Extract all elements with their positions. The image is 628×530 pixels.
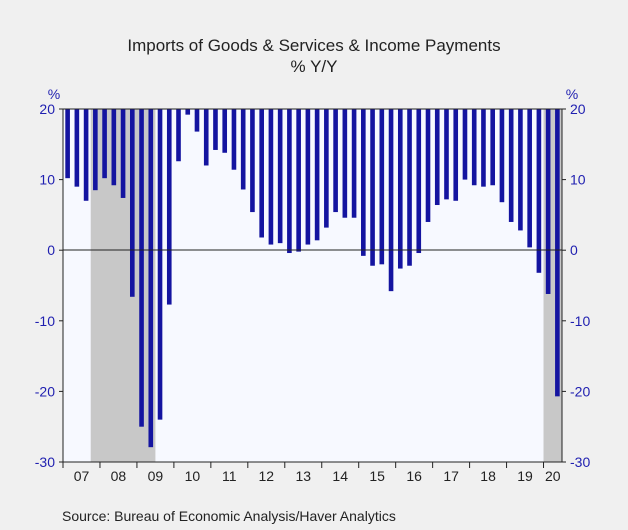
- bar-16: [203, 109, 209, 166]
- x-tick-label: 12: [259, 468, 275, 484]
- bar-10: [148, 109, 154, 448]
- bar-23: [268, 109, 274, 245]
- x-tick-label: 13: [295, 468, 311, 484]
- x-tick-label: 19: [517, 468, 533, 484]
- x-tick-label: 15: [369, 468, 385, 484]
- bar-48: [499, 109, 505, 203]
- bar-52: [536, 109, 542, 273]
- bar-45: [471, 109, 477, 186]
- bar-36: [388, 109, 394, 292]
- bar-44: [462, 109, 468, 180]
- y-unit-left: %: [48, 86, 60, 102]
- bar-42: [444, 109, 449, 200]
- bar-35: [379, 109, 385, 265]
- bar-6: [111, 109, 117, 186]
- y-tick-label-right: 0: [570, 242, 578, 258]
- bar-8: [129, 109, 135, 297]
- bar-19: [231, 109, 237, 170]
- bar-40: [425, 109, 431, 222]
- bar-32: [351, 109, 357, 218]
- y-tick-label-left: 20: [39, 101, 55, 117]
- bar-1: [65, 109, 70, 179]
- y-tick-label-right: 10: [570, 172, 586, 188]
- bar-49: [508, 109, 514, 222]
- bar-43: [453, 109, 459, 201]
- bar-7: [120, 109, 126, 198]
- x-tick-label: 08: [111, 468, 127, 484]
- bar-47: [490, 109, 496, 186]
- bar-12: [166, 109, 172, 305]
- bar-29: [324, 109, 329, 228]
- x-tick-label: 11: [222, 468, 237, 484]
- bar-2: [74, 109, 80, 187]
- plot-border: [62, 108, 563, 463]
- x-tick-label: 14: [332, 468, 348, 484]
- bar-27: [305, 109, 311, 245]
- y-tick-label-left: -20: [35, 383, 55, 399]
- bar-50: [518, 109, 523, 231]
- bar-33: [361, 109, 366, 256]
- y-tick-label-right: 20: [570, 101, 586, 117]
- bar-38: [407, 109, 412, 266]
- bar-21: [250, 109, 255, 213]
- bar-31: [342, 109, 348, 218]
- bar-14: [185, 109, 191, 115]
- bar-41: [434, 109, 440, 206]
- bar-53: [545, 109, 551, 294]
- x-tick-label: 09: [148, 468, 164, 484]
- bar-17: [213, 109, 218, 150]
- x-tick-label: 16: [406, 468, 422, 484]
- y-tick-label-left: -30: [35, 454, 55, 470]
- bar-series: [65, 109, 560, 448]
- bar-25: [287, 109, 292, 254]
- bar-22: [259, 109, 264, 238]
- bar-39: [416, 109, 422, 254]
- y-tick-label-left: -10: [35, 313, 55, 329]
- chart-subtitle: % Y/Y: [291, 57, 338, 76]
- chart-title: Imports of Goods & Services & Income Pay…: [127, 36, 500, 55]
- bar-34: [370, 109, 375, 266]
- y-tick-label-right: -10: [570, 313, 590, 329]
- bar-28: [314, 109, 320, 241]
- bar-4: [93, 109, 98, 191]
- y-tick-label-left: 10: [39, 172, 55, 188]
- bar-13: [176, 109, 181, 162]
- x-tick-label: 18: [480, 468, 496, 484]
- bar-46: [481, 109, 486, 187]
- x-axis-ticks: 07 08 09 10 11 12 13 14 15 16 17 18 19 20: [62, 462, 561, 484]
- bar-15: [194, 109, 200, 132]
- bar-11: [157, 109, 163, 420]
- bar-3: [83, 109, 89, 201]
- bar-54: [555, 109, 560, 397]
- bar-30: [333, 109, 338, 213]
- bar-5: [102, 109, 107, 179]
- y-axis-ticks: -30 -30 -20 -20 -10 -10 0 0 10 10 20 20: [35, 101, 591, 470]
- bar-9: [139, 109, 144, 427]
- y-tick-label-right: -20: [570, 383, 590, 399]
- x-tick-label: 17: [443, 468, 459, 484]
- y-tick-label-left: 0: [47, 242, 55, 258]
- bar-37: [397, 109, 403, 269]
- x-tick-label: 20: [545, 468, 561, 484]
- bar-18: [222, 109, 228, 153]
- bar-24: [277, 109, 283, 244]
- x-tick-label: 07: [74, 468, 90, 484]
- bar-26: [296, 109, 301, 252]
- bar-51: [527, 109, 532, 248]
- bar-20: [240, 109, 246, 190]
- y-tick-label-right: -30: [570, 454, 590, 470]
- x-tick-label: 10: [185, 468, 201, 484]
- y-unit-right: %: [566, 86, 578, 102]
- source-note: Source: Bureau of Economic Analysis/Have…: [62, 508, 396, 524]
